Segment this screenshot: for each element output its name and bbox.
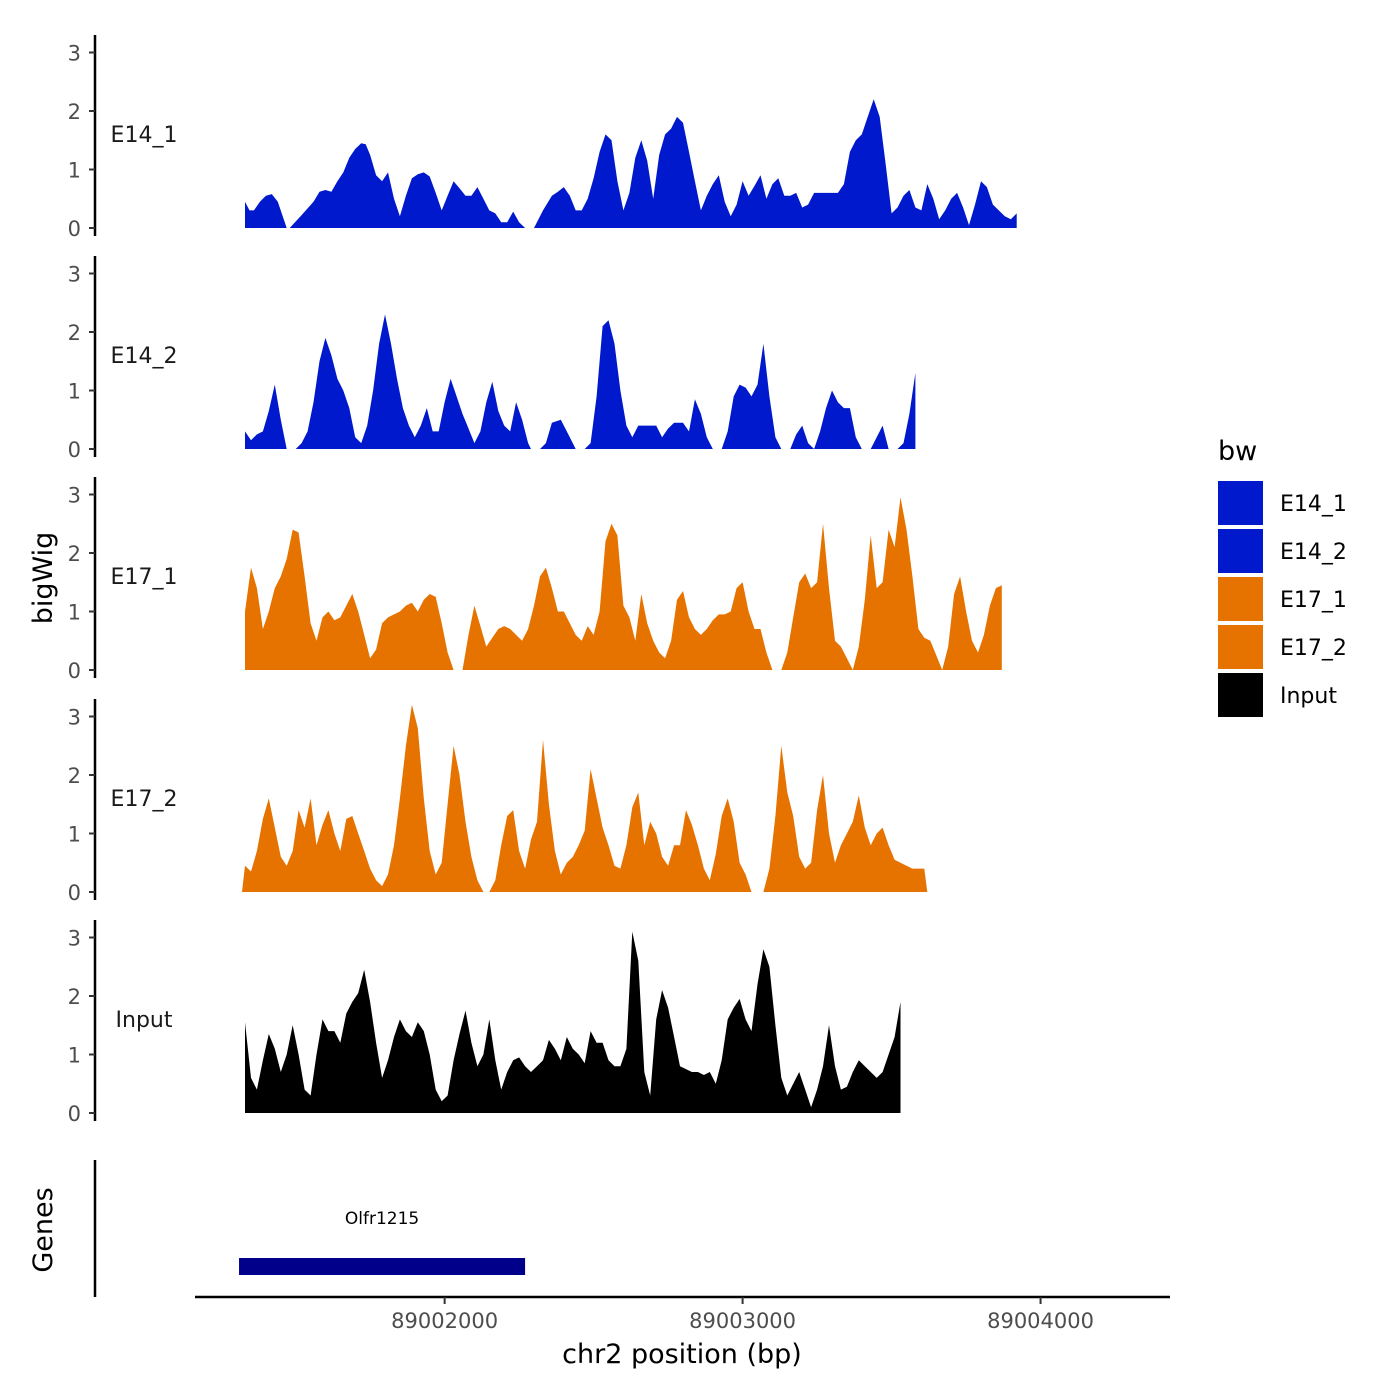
y-tick-label-E14_1-0: 0 bbox=[68, 217, 81, 241]
legend-swatch-E17_1 bbox=[1218, 577, 1263, 621]
legend-swatch-E14_1 bbox=[1218, 481, 1263, 525]
track-label-E17_1: E17_1 bbox=[111, 565, 178, 590]
track-area-E14_2 bbox=[245, 314, 916, 449]
legend-title: bw bbox=[1218, 436, 1257, 467]
track-label-E17_2: E17_2 bbox=[111, 787, 178, 812]
legend-swatch-Input bbox=[1218, 673, 1263, 717]
y-tick-label-E14_1-2: 2 bbox=[68, 100, 81, 124]
track-label-Input: Input bbox=[116, 1008, 173, 1033]
y-tick-label-Input-3: 3 bbox=[68, 927, 81, 951]
gene-label-Olfr1215: Olfr1215 bbox=[345, 1209, 419, 1229]
x-axis: 89002000 89003000 89004000 bbox=[195, 1295, 1170, 1333]
genes-axis-title: Genes bbox=[28, 1187, 59, 1272]
y-tick-label-E17_1-0: 0 bbox=[68, 659, 81, 683]
x-tick-label-89004000: 89004000 bbox=[987, 1309, 1094, 1333]
track-label-E14_1: E14_1 bbox=[111, 123, 178, 148]
y-tick-label-E17_1-1: 1 bbox=[68, 601, 81, 625]
x-tick-label-89003000: 89003000 bbox=[689, 1309, 796, 1333]
legend-swatch-E17_2 bbox=[1218, 625, 1263, 669]
legend-label-Input: Input bbox=[1280, 684, 1337, 709]
track-label-E14_2: E14_2 bbox=[111, 344, 178, 369]
track-area-Input bbox=[245, 931, 901, 1113]
track-E14_2: 0 1 2 3 E14_2 bbox=[68, 255, 916, 462]
y-tick-label-E17_2-0: 0 bbox=[68, 881, 81, 905]
y-tick-label-E17_1-3: 3 bbox=[68, 484, 81, 508]
legend-label-E14_2: E14_2 bbox=[1280, 540, 1347, 565]
track-area-E14_1 bbox=[245, 99, 1017, 228]
y-tick-label-E14_2-3: 3 bbox=[68, 263, 81, 287]
genes-panel: Genes Olfr1215 bbox=[28, 1160, 526, 1297]
y-tick-label-E14_2-2: 2 bbox=[68, 321, 81, 345]
y-tick-label-Input-0: 0 bbox=[68, 1102, 81, 1126]
y-axis-title: bigWig bbox=[28, 532, 59, 625]
track-area-E17_2 bbox=[242, 704, 928, 892]
legend-label-E17_1: E17_1 bbox=[1280, 588, 1347, 613]
track-E17_2: 0 1 2 3 E17_2 bbox=[68, 698, 928, 905]
y-tick-label-E14_1-3: 3 bbox=[68, 42, 81, 66]
y-tick-label-E14_2-1: 1 bbox=[68, 380, 81, 404]
y-tick-label-E14_1-1: 1 bbox=[68, 159, 81, 183]
y-tick-label-Input-2: 2 bbox=[68, 985, 81, 1009]
gene-bar-Olfr1215 bbox=[239, 1258, 526, 1275]
legend-swatch-E14_2 bbox=[1218, 529, 1263, 573]
legend: bw E14_1 E14_2 E17_1 E17_2 Input bbox=[1218, 436, 1347, 717]
y-tick-label-Input-1: 1 bbox=[68, 1044, 81, 1068]
y-tick-label-E14_2-0: 0 bbox=[68, 438, 81, 462]
track-Input: 0 1 2 3 Input bbox=[68, 919, 901, 1126]
x-tick-label-89002000: 89002000 bbox=[391, 1309, 498, 1333]
track-E17_1: 0 1 2 3 E17_1 bbox=[68, 476, 1002, 683]
y-tick-label-E17_2-1: 1 bbox=[68, 823, 81, 847]
y-tick-label-E17_2-3: 3 bbox=[68, 706, 81, 730]
track-area-E17_1 bbox=[245, 497, 1002, 670]
x-axis-title: chr2 position (bp) bbox=[562, 1339, 802, 1370]
tracks-layer: 0 1 2 3 E14_1 0 1 2 3 E14_2 0 1 2 3 E17_1 0 1 2 3 E17_2 0 1 2 3… bbox=[68, 34, 1017, 1126]
legend-label-E17_2: E17_2 bbox=[1280, 636, 1347, 661]
y-tick-label-E17_2-2: 2 bbox=[68, 764, 81, 788]
track-E14_1: 0 1 2 3 E14_1 bbox=[68, 34, 1017, 241]
legend-label-E14_1: E14_1 bbox=[1280, 492, 1347, 517]
y-tick-label-E17_1-2: 2 bbox=[68, 542, 81, 566]
